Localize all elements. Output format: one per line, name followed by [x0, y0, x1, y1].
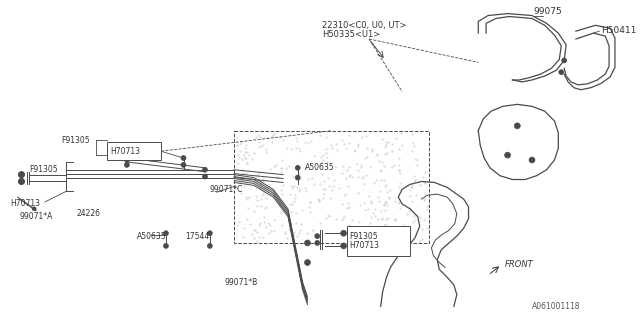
Text: F91305: F91305	[349, 232, 378, 241]
Circle shape	[305, 240, 310, 246]
Text: 17544: 17544	[186, 232, 210, 241]
Circle shape	[207, 231, 212, 236]
Circle shape	[124, 163, 129, 167]
Text: 99071*B: 99071*B	[225, 277, 258, 286]
Circle shape	[515, 123, 520, 129]
Text: 24226: 24226	[76, 209, 100, 218]
Bar	[234, 131, 429, 243]
Circle shape	[163, 231, 168, 236]
Circle shape	[305, 260, 310, 265]
Text: A50635: A50635	[305, 163, 334, 172]
Circle shape	[202, 174, 207, 179]
Circle shape	[295, 165, 300, 170]
Text: A50635: A50635	[137, 232, 166, 241]
Circle shape	[315, 241, 319, 245]
Circle shape	[295, 175, 300, 180]
Circle shape	[529, 157, 535, 163]
Circle shape	[202, 167, 207, 172]
Circle shape	[315, 234, 319, 239]
Text: 99071*A: 99071*A	[20, 212, 53, 221]
Circle shape	[505, 152, 511, 158]
Circle shape	[32, 207, 36, 211]
Text: H70713: H70713	[349, 241, 380, 250]
Circle shape	[19, 172, 24, 178]
Circle shape	[559, 70, 564, 75]
Text: 99075: 99075	[533, 7, 562, 16]
Circle shape	[19, 179, 24, 184]
Circle shape	[181, 156, 186, 161]
Text: F91305: F91305	[61, 136, 90, 145]
Circle shape	[562, 58, 566, 63]
Circle shape	[163, 244, 168, 248]
Text: F91305: F91305	[29, 165, 58, 174]
Text: H50411: H50411	[601, 26, 637, 35]
Circle shape	[207, 244, 212, 248]
Circle shape	[340, 243, 346, 249]
Circle shape	[181, 163, 186, 167]
Bar	[108, 142, 161, 160]
Text: H50335<U1>: H50335<U1>	[322, 29, 380, 39]
Text: A061001118: A061001118	[532, 302, 580, 311]
Text: H70713: H70713	[10, 199, 40, 208]
Text: 99071*C: 99071*C	[210, 185, 243, 194]
Text: H70713: H70713	[110, 147, 140, 156]
Circle shape	[340, 230, 346, 236]
Text: FRONT: FRONT	[505, 260, 533, 269]
Bar	[346, 226, 410, 256]
Circle shape	[124, 157, 129, 163]
Text: 22310<C0, U0, UT>: 22310<C0, U0, UT>	[322, 21, 406, 30]
